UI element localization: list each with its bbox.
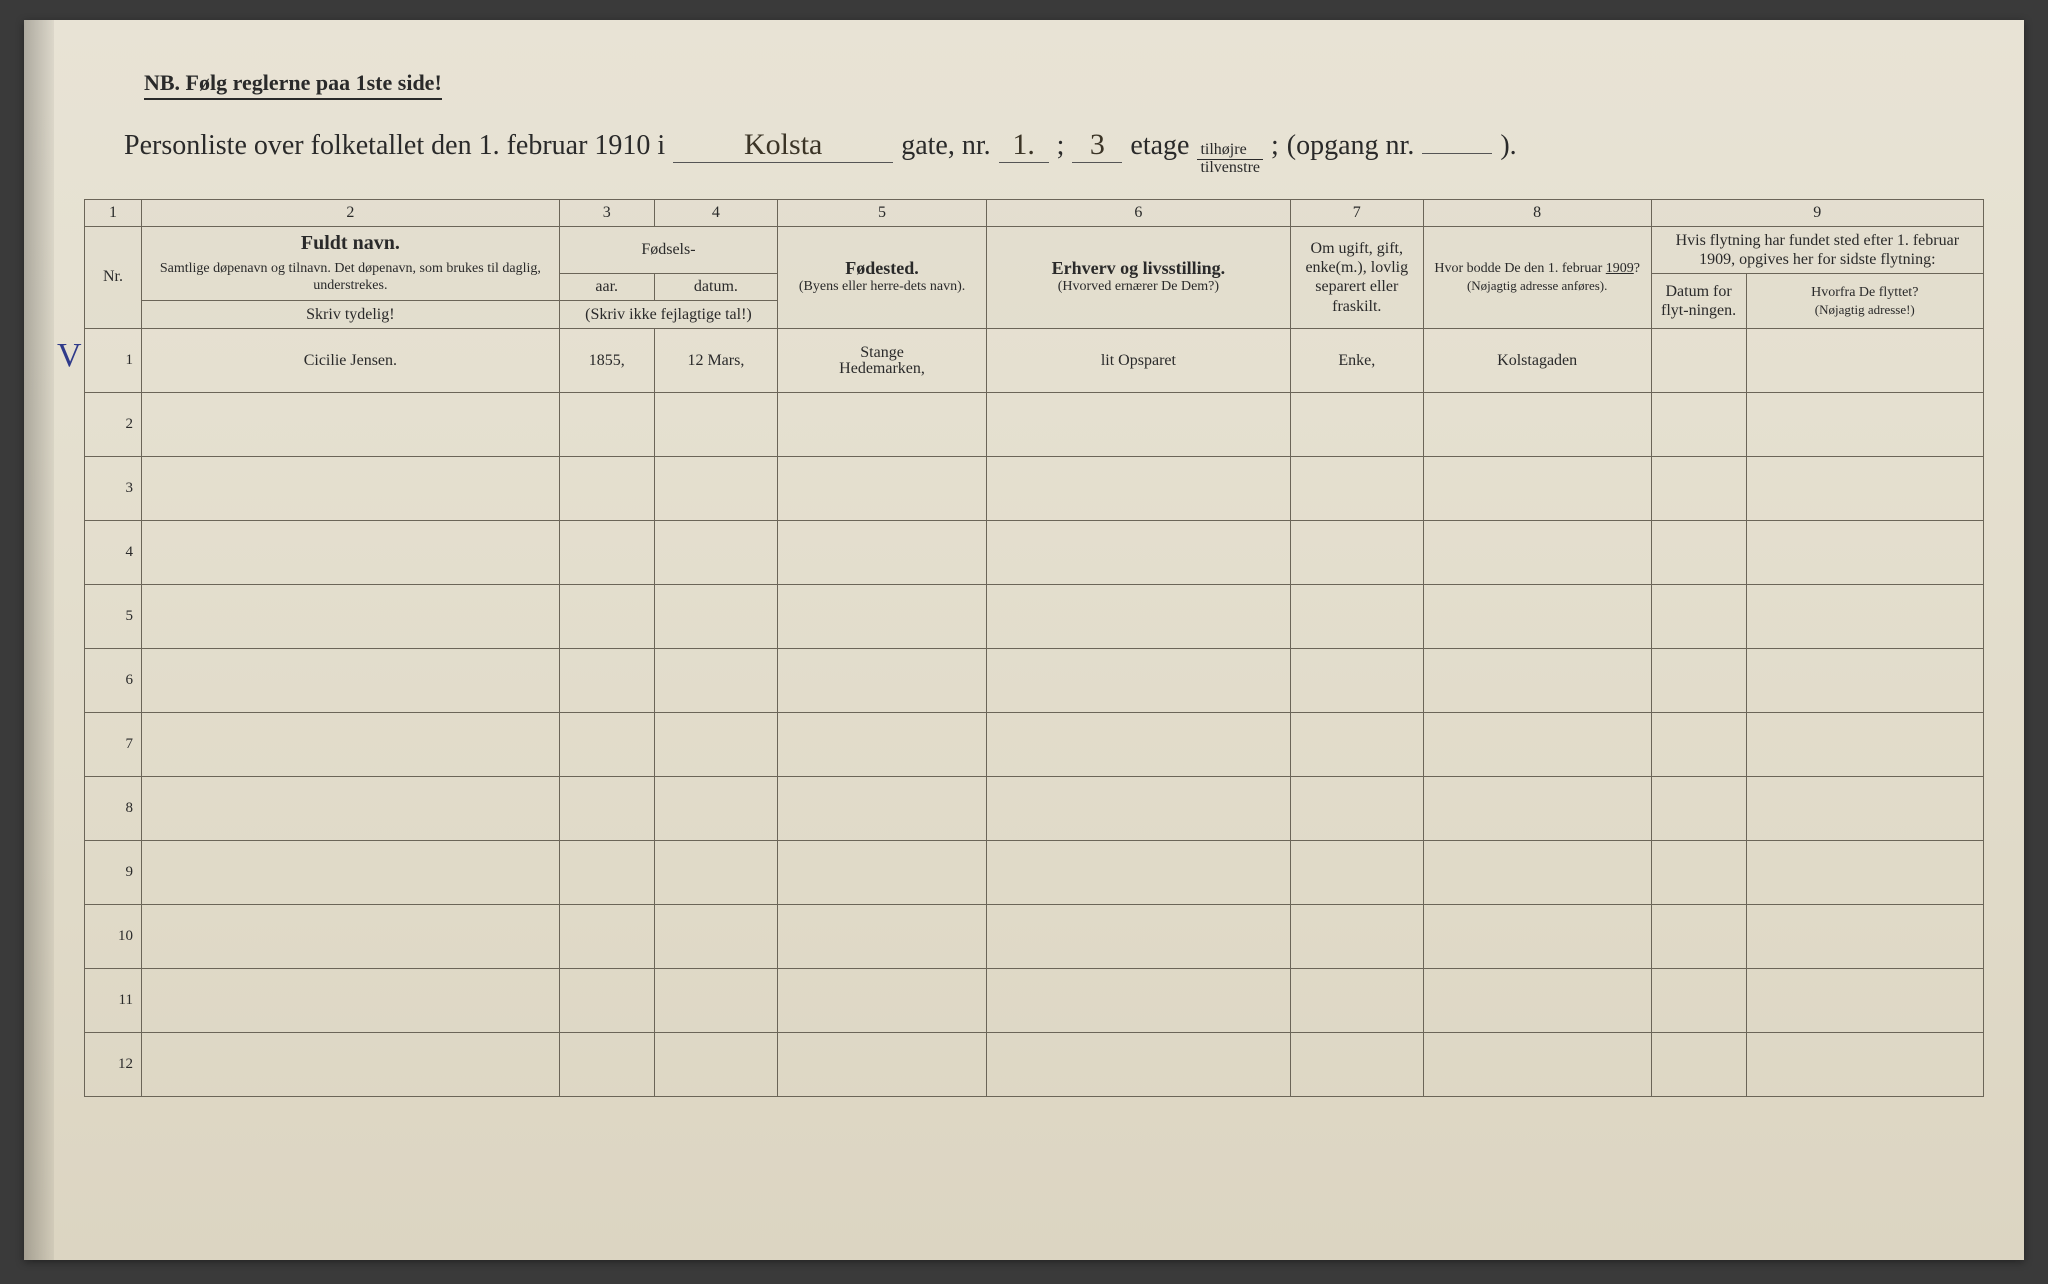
birthplace-line1: Stange — [784, 345, 980, 361]
cell-status: Enke, — [1290, 329, 1423, 393]
row-number: 11 — [85, 969, 142, 1033]
etage-label: etage — [1130, 130, 1189, 162]
cell-date: 12 Mars, — [654, 329, 777, 393]
cell-year: 1855, — [559, 329, 654, 393]
frac-bot: tilvenstre — [1197, 160, 1263, 177]
hvorfra-header: Hvorfra De flyttet? (Nøjagtig adresse!) — [1746, 273, 1983, 328]
bodde-header: Hvor bodde De den 1. februar 1909? (Nøja… — [1423, 226, 1651, 329]
status-header: Om ugift, gift, enke(m.), lovlig separer… — [1290, 226, 1423, 329]
row-number: 10 — [85, 905, 142, 969]
nb-instruction: NB. Følg reglerne paa 1ste side! — [144, 70, 442, 100]
row-number: 7 — [85, 713, 142, 777]
aar-header: aar. — [559, 273, 654, 300]
colnum-4: 4 — [654, 199, 777, 226]
row-number: 5 — [85, 585, 142, 649]
frac-top: tilhøjre — [1197, 142, 1263, 160]
bodde-sub: (Nøjagtig adresse anføres). — [1430, 278, 1645, 294]
row-number: 4 — [85, 521, 142, 585]
cell-move-date — [1651, 329, 1746, 393]
col-nr-header: Nr. — [85, 226, 142, 329]
table-row: 11 — [85, 969, 1984, 1033]
bodde-label: Hvor bodde De den 1. februar 1909? — [1430, 261, 1645, 278]
col-name-header: Fuldt navn. Samtlige døpenavn og tilnavn… — [141, 226, 559, 300]
table-row: 6 — [85, 649, 1984, 713]
header-row-1: Nr. Fuldt navn. Samtlige døpenavn og til… — [85, 226, 1984, 273]
colnum-6: 6 — [986, 199, 1290, 226]
title-line: Personliste over folketallet den 1. febr… — [124, 128, 1984, 177]
colnum-1: 1 — [85, 199, 142, 226]
row-nr-value: 1 — [125, 352, 133, 368]
table-row: V 1 Cicilie Jensen. 1855, 12 Mars, Stang… — [85, 329, 1984, 393]
colnum-3: 3 — [559, 199, 654, 226]
row-number: 2 — [85, 393, 142, 457]
fodested-sub: (Byens eller herre-dets navn). — [784, 279, 980, 296]
census-table: 1 2 3 4 5 6 7 8 9 Nr. Fuldt navn. Samtli… — [84, 199, 1984, 1098]
row-number: 6 — [85, 649, 142, 713]
erhverv-header: Erhverv og livsstilling. (Hvorved ernære… — [986, 226, 1290, 329]
cell-address-1909: Kolstagaden — [1423, 329, 1651, 393]
colnum-7: 7 — [1290, 199, 1423, 226]
cell-occupation: lit Opsparet — [986, 329, 1290, 393]
colnum-2: 2 — [141, 199, 559, 226]
gate-label: gate, nr. — [901, 130, 990, 162]
skriv-ikke: (Skriv ikke fejlagtige tal!) — [559, 300, 777, 328]
table-row: 7 — [85, 713, 1984, 777]
table-row: 5 — [85, 585, 1984, 649]
gate-number-handwritten: 1. — [999, 128, 1049, 163]
birthplace-line2: Hedemarken, — [784, 361, 980, 377]
table-row: 12 — [85, 1033, 1984, 1097]
street-name-handwritten: Kolsta — [673, 128, 893, 163]
flytning-header: Hvis flytning har fundet sted efter 1. f… — [1651, 226, 1983, 273]
cell-move-from — [1746, 329, 1983, 393]
row-number: 8 — [85, 777, 142, 841]
title-prefix: Personliste over folketallet den 1. febr… — [124, 130, 665, 162]
fodsels-header: Fødsels- — [559, 226, 777, 273]
table-row: 8 — [85, 777, 1984, 841]
colnum-8: 8 — [1423, 199, 1651, 226]
row-number: V 1 — [85, 329, 142, 393]
datum-header: datum. — [654, 273, 777, 300]
fuldt-navn-sub: Samtlige døpenavn og tilnavn. Det døpena… — [148, 261, 553, 295]
census-form-page: NB. Følg reglerne paa 1ste side! Personl… — [24, 20, 2024, 1260]
etage-number-handwritten: 3 — [1072, 128, 1122, 163]
erhverv-sub: (Hvorved ernærer De Dem?) — [993, 279, 1284, 296]
table-row: 3 — [85, 457, 1984, 521]
fuldt-navn-label: Fuldt navn. — [148, 232, 553, 255]
colnum-9: 9 — [1651, 199, 1983, 226]
fodested-label: Fødested. — [784, 258, 980, 279]
semicolon-1: ; — [1057, 130, 1065, 162]
table-row: 4 — [85, 521, 1984, 585]
table-row: 10 — [85, 905, 1984, 969]
check-mark: V — [57, 337, 82, 375]
table-row: 2 — [85, 393, 1984, 457]
opgang-label: (opgang nr. — [1287, 130, 1415, 162]
side-fraction: tilhøjre tilvenstre — [1197, 142, 1263, 177]
hvorfra-label: Hvorfra De flyttet? — [1753, 285, 1977, 302]
row-number: 9 — [85, 841, 142, 905]
colnum-5: 5 — [778, 199, 987, 226]
hvorfra-sub: (Nøjagtig adresse!) — [1753, 302, 1977, 318]
opgang-close: ). — [1500, 130, 1516, 162]
skriv-tydelig: Skriv tydelig! — [141, 300, 559, 328]
flytdato-header: Datum for flyt-ningen. — [1651, 273, 1746, 328]
column-number-row: 1 2 3 4 5 6 7 8 9 — [85, 199, 1984, 226]
cell-name: Cicilie Jensen. — [141, 329, 559, 393]
semicolon-2: ; — [1271, 130, 1279, 162]
opgang-blank — [1422, 153, 1492, 154]
row-number: 12 — [85, 1033, 142, 1097]
erhverv-label: Erhverv og livsstilling. — [993, 258, 1284, 279]
table-row: 9 — [85, 841, 1984, 905]
row-number: 3 — [85, 457, 142, 521]
cell-birthplace: Stange Hedemarken, — [778, 329, 987, 393]
fodested-header: Fødested. (Byens eller herre-dets navn). — [778, 226, 987, 329]
